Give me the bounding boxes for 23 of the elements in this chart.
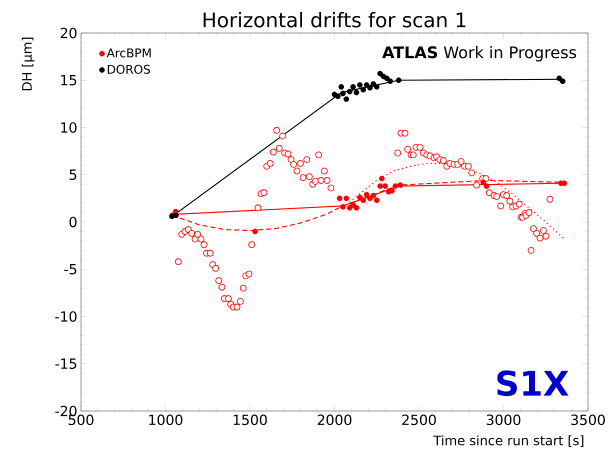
chart-title: Horizontal drifts for scan 1 <box>204 12 466 28</box>
x-tick-label: 3500 <box>571 414 605 426</box>
y-tick-label: 10 <box>61 122 77 133</box>
annotation: ATLAS Work in Progress <box>382 46 576 62</box>
y-tick-label: 5 <box>70 170 76 180</box>
x-axis-title: Time since run start [s] <box>433 435 584 447</box>
y-tick-label: -20 <box>55 406 77 416</box>
x-tick-label: 500 <box>68 414 94 426</box>
y-tick-label: 20 <box>60 28 77 38</box>
x-tick-label: 2500 <box>402 414 436 426</box>
legend-label: DOROS <box>108 64 150 74</box>
y-tick-label: 15 <box>61 75 76 86</box>
y-tick-label: -15 <box>55 358 76 369</box>
y-tick-label: -5 <box>64 264 76 274</box>
annotation: S1X <box>497 370 569 396</box>
x-tick-label: 3000 <box>486 414 520 426</box>
y-axis-title: DH [μm] <box>22 38 34 90</box>
y-tick-label: 0 <box>69 216 77 228</box>
x-tick-label: 2000 <box>318 414 352 426</box>
legend-label: ArcBPM <box>106 48 151 58</box>
y-tick-label: -10 <box>55 311 77 322</box>
x-tick-label: 1500 <box>234 414 267 426</box>
x-tick-label: 1000 <box>149 414 182 426</box>
